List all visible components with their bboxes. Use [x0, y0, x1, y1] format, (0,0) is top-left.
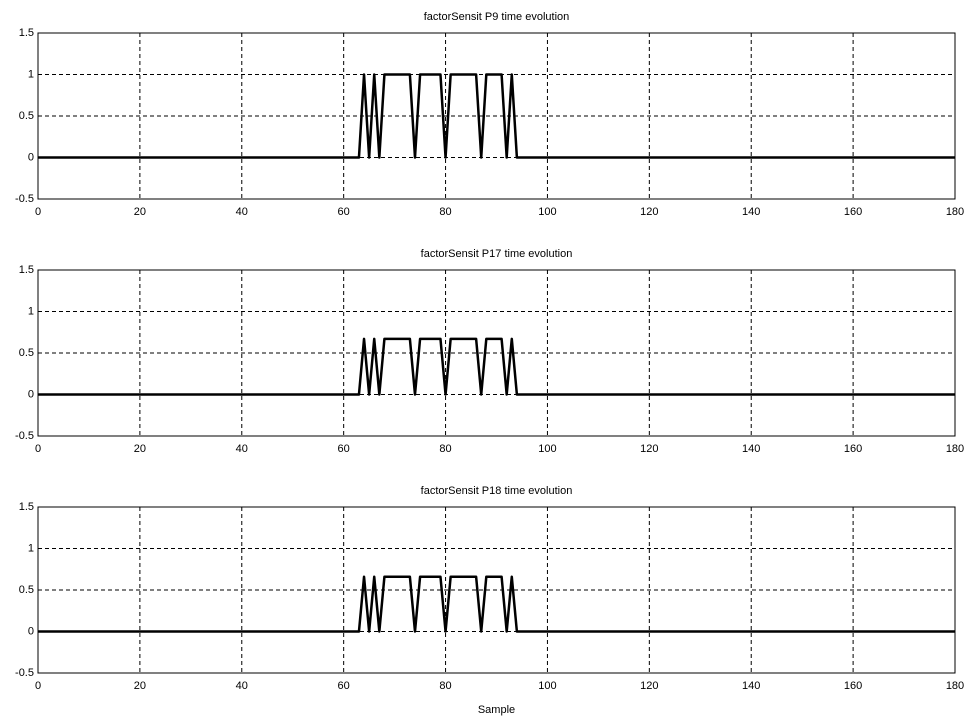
data-line [38, 73, 955, 159]
x-tick-label: 80 [439, 443, 451, 455]
axes-box [37, 506, 956, 674]
x-tick-label: 20 [134, 443, 146, 455]
x-tick-label: 80 [439, 680, 451, 692]
y-tick-label: 1 [28, 542, 34, 554]
x-tick-label: 180 [946, 206, 964, 218]
x-tick-label: 180 [946, 443, 964, 455]
x-tick-label: 120 [640, 206, 658, 218]
y-tick-label: 0.5 [19, 584, 34, 596]
chart-title: factorSensit P17 time evolution [421, 248, 573, 260]
y-tick-label: -0.5 [15, 667, 34, 679]
x-tick-label: 140 [742, 443, 760, 455]
x-tick-label: 20 [134, 680, 146, 692]
axes-box [37, 32, 956, 200]
x-tick-label: 120 [640, 680, 658, 692]
x-tick-label: 0 [35, 206, 41, 218]
data-line [38, 575, 955, 633]
x-tick-label: 40 [236, 443, 248, 455]
y-tick-label: 1.5 [19, 501, 34, 513]
x-axis-label: Sample [478, 704, 515, 716]
x-tick-label: 80 [439, 206, 451, 218]
y-tick-label: 1.5 [19, 27, 34, 39]
y-tick-label: 0 [28, 151, 34, 163]
x-tick-label: 0 [35, 443, 41, 455]
y-tick-label: 0 [28, 388, 34, 400]
x-tick-label: 180 [946, 680, 964, 692]
y-tick-label: 1 [28, 68, 34, 80]
axes-box [37, 269, 956, 437]
x-tick-label: 160 [844, 680, 862, 692]
y-tick-label: 0.5 [19, 347, 34, 359]
data-line [38, 337, 955, 396]
x-tick-label: 20 [134, 206, 146, 218]
y-tick-label: -0.5 [15, 430, 34, 442]
x-tick-label: 140 [742, 206, 760, 218]
x-tick-label: 160 [844, 206, 862, 218]
y-tick-label: -0.5 [15, 193, 34, 205]
chart-title: factorSensit P9 time evolution [424, 11, 570, 23]
x-tick-label: 100 [538, 680, 556, 692]
x-tick-label: 40 [236, 680, 248, 692]
y-tick-label: 0 [28, 625, 34, 637]
x-tick-label: 60 [338, 206, 350, 218]
x-tick-label: 60 [338, 443, 350, 455]
chart-title: factorSensit P18 time evolution [421, 485, 573, 497]
y-tick-label: 1 [28, 305, 34, 317]
x-tick-label: 60 [338, 680, 350, 692]
y-tick-label: 0.5 [19, 110, 34, 122]
x-tick-label: 140 [742, 680, 760, 692]
x-tick-label: 0 [35, 680, 41, 692]
x-tick-label: 40 [236, 206, 248, 218]
x-tick-label: 120 [640, 443, 658, 455]
x-tick-label: 160 [844, 443, 862, 455]
y-tick-label: 1.5 [19, 264, 34, 276]
x-tick-label: 100 [538, 206, 556, 218]
x-tick-label: 100 [538, 443, 556, 455]
